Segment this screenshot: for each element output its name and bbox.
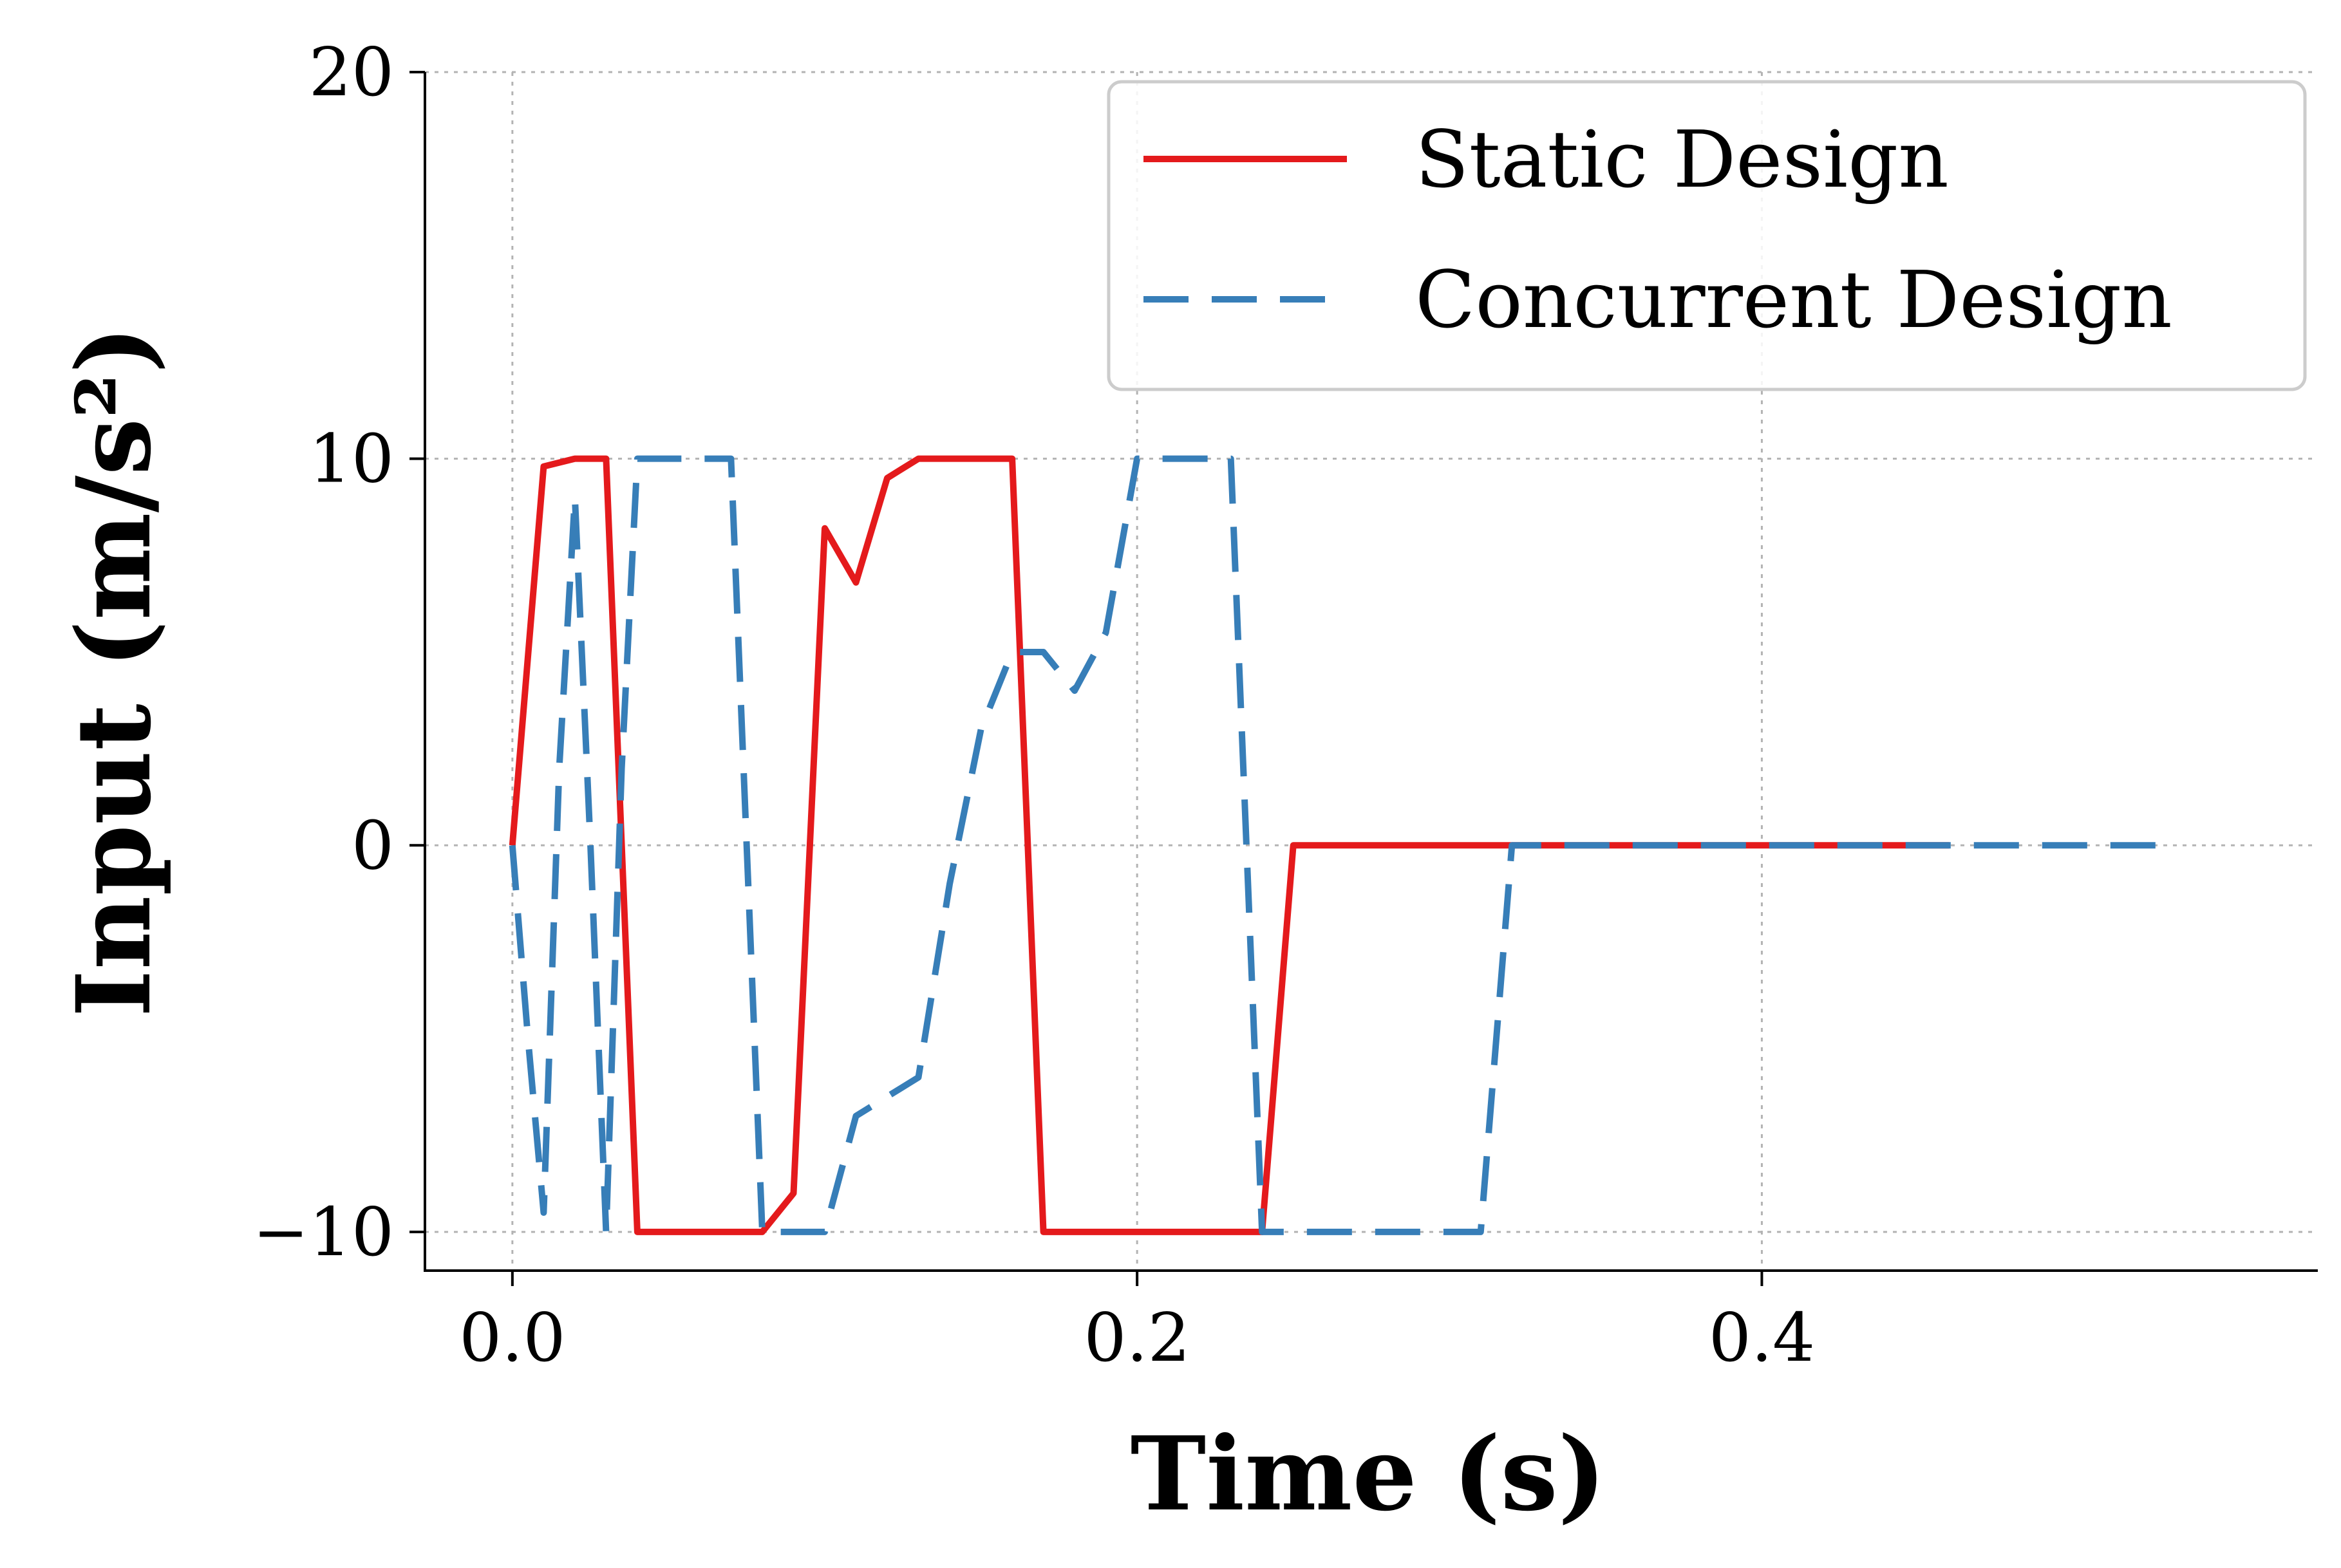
y-tick-label: 20 xyxy=(309,33,394,111)
x-tick-label: 0.0 xyxy=(459,1298,565,1377)
x-axis-label: Time (s) xyxy=(1131,1415,1606,1534)
legend: Static Design Concurrent Design xyxy=(1107,80,2307,391)
legend-box xyxy=(1107,80,2307,391)
axis-spine xyxy=(424,72,2318,1272)
concurrent-design-series-line xyxy=(509,455,2168,1235)
legend-concurrent-design-label: Concurrent Design xyxy=(1415,254,2172,346)
x-tick-label: 0.4 xyxy=(1709,1298,1815,1377)
axes-layer xyxy=(424,72,2318,1272)
x-tick-label: 0.2 xyxy=(1084,1298,1190,1377)
ticks-layer: 0.0 0.2 0.4 −10 0 10 20 xyxy=(253,33,1816,1377)
y-axis-label: Input (m/s²) xyxy=(55,326,174,1018)
y-tick-label: −10 xyxy=(253,1193,394,1271)
legend-static-design-label: Static Design xyxy=(1415,114,1949,205)
y-tick-label: 0 xyxy=(352,806,394,884)
series-layer xyxy=(509,455,2168,1235)
y-tick-label: 10 xyxy=(309,420,394,498)
